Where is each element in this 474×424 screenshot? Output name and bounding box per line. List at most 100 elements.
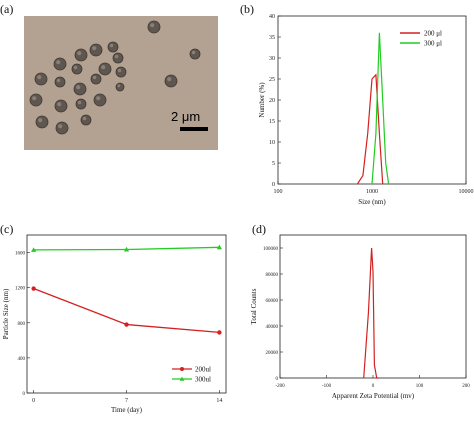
data-point xyxy=(31,247,37,252)
particle xyxy=(53,57,67,71)
particle-highlight xyxy=(191,50,196,55)
x-tick-label: -100 xyxy=(322,384,332,389)
particle xyxy=(71,63,83,75)
legend-marker-1 xyxy=(179,376,185,381)
x-tick-label: 200 xyxy=(462,384,470,389)
particle-highlight xyxy=(76,85,81,90)
particle-highlight xyxy=(73,65,78,70)
y-tick-label: 15 xyxy=(269,119,275,125)
x-tick-label: 10000 xyxy=(459,189,474,195)
y-tick-label: 30 xyxy=(269,56,275,62)
particle xyxy=(75,98,87,110)
panel-c-label: (c) xyxy=(0,222,13,236)
panel-b-label: (b) xyxy=(240,2,254,16)
legend-label-1: 300 μl xyxy=(424,40,442,48)
y-tick-label: 100000 xyxy=(263,247,279,252)
particle-highlight xyxy=(114,54,119,59)
particle-highlight xyxy=(117,84,121,88)
particle-highlight xyxy=(92,75,97,80)
particle xyxy=(89,43,103,57)
particle-highlight xyxy=(38,118,43,123)
particle xyxy=(29,93,43,107)
x-tick-label: 100 xyxy=(274,189,283,195)
particle xyxy=(80,114,92,126)
y-tick-label: 1600 xyxy=(15,252,26,257)
x-tick-label: 7 xyxy=(125,398,128,404)
particle-highlight xyxy=(37,75,42,80)
x-tick-label: 100 xyxy=(416,384,424,389)
legend-marker-0 xyxy=(180,367,184,371)
micrograph-particles xyxy=(29,20,201,135)
y-tick-label: 35 xyxy=(269,35,275,41)
data-point xyxy=(123,246,130,252)
y-tick-label: 0 xyxy=(23,392,26,397)
particle xyxy=(55,121,69,135)
x-tick-label: 0 xyxy=(372,384,375,389)
particle-highlight xyxy=(96,96,101,101)
y-tick-label: 0 xyxy=(276,377,279,382)
y-axis-label: Number (%) xyxy=(258,82,266,118)
legend-label-1: 300ul xyxy=(195,376,211,384)
particle-highlight xyxy=(92,46,97,51)
particle xyxy=(90,73,102,85)
particle xyxy=(107,41,119,53)
legend-label-0: 200ul xyxy=(195,366,211,374)
panel-a: (a) 2 μm xyxy=(0,2,218,150)
panel-d-label: (d) xyxy=(252,222,266,236)
particle xyxy=(115,82,125,92)
particle-highlight xyxy=(32,96,37,101)
y-tick-label: 10 xyxy=(269,140,275,146)
particle xyxy=(74,48,88,62)
particle xyxy=(54,76,66,88)
x-tick-label: -200 xyxy=(275,384,285,389)
particle xyxy=(73,82,87,96)
chart-size-distribution: 100 1000 10000 0 5 10 15 20 25 30 35 40 Size (nm) Num… xyxy=(258,14,474,206)
particle-highlight xyxy=(150,23,155,28)
particle-highlight xyxy=(56,60,61,65)
series-line-1 xyxy=(371,32,390,185)
chart-zeta-potential: -200 -100 0 100 200 0 20000 40000 60000 80000 1000… xyxy=(250,234,470,400)
particle xyxy=(112,52,124,64)
particle xyxy=(93,93,107,107)
x-axis-label: Apparent Zeta Potential (mv) xyxy=(332,392,415,400)
particle-highlight xyxy=(109,43,114,48)
series-line-0 xyxy=(363,247,379,379)
data-point xyxy=(217,330,222,335)
data-point xyxy=(216,244,222,250)
x-axis-label: Time (day) xyxy=(111,406,143,414)
particle-highlight xyxy=(167,77,172,82)
particle xyxy=(164,74,178,88)
particle-highlight xyxy=(56,78,61,83)
data-point xyxy=(124,322,129,327)
y-tick-label: 40 xyxy=(269,14,275,20)
particle-highlight xyxy=(117,68,122,73)
y-tick-label: 5 xyxy=(272,161,275,167)
particle xyxy=(147,20,161,34)
x-tick-label: 1000 xyxy=(366,189,378,195)
particle-highlight xyxy=(82,116,87,121)
y-tick-label: 25 xyxy=(269,77,275,83)
x-axis-label: Size (nm) xyxy=(358,198,386,206)
particle-highlight xyxy=(58,124,63,129)
particle xyxy=(35,115,49,129)
particle-highlight xyxy=(101,65,106,70)
y-tick-label: 40000 xyxy=(266,325,279,330)
y-axis-label: Total Counts xyxy=(250,288,258,324)
x-tick-label: 0 xyxy=(32,398,35,404)
series-line-0 xyxy=(356,73,384,185)
particle-highlight xyxy=(77,100,82,105)
data-point xyxy=(31,286,36,291)
panel-a-label: (a) xyxy=(0,2,13,16)
y-tick-label: 400 xyxy=(18,357,26,362)
y-tick-label: 20 xyxy=(269,98,275,104)
y-tick-label: 1200 xyxy=(15,287,26,292)
legend-label-0: 200 μl xyxy=(424,30,442,38)
y-tick-label: 20000 xyxy=(266,351,279,356)
chart-particle-size-time: 0 7 14 0 400 800 1200 1600 Time (day) Particle Si… xyxy=(2,234,227,414)
particle xyxy=(189,48,201,60)
particle xyxy=(34,72,48,86)
y-tick-label: 80000 xyxy=(266,273,279,278)
particle-highlight xyxy=(77,51,82,56)
particle xyxy=(98,62,112,76)
